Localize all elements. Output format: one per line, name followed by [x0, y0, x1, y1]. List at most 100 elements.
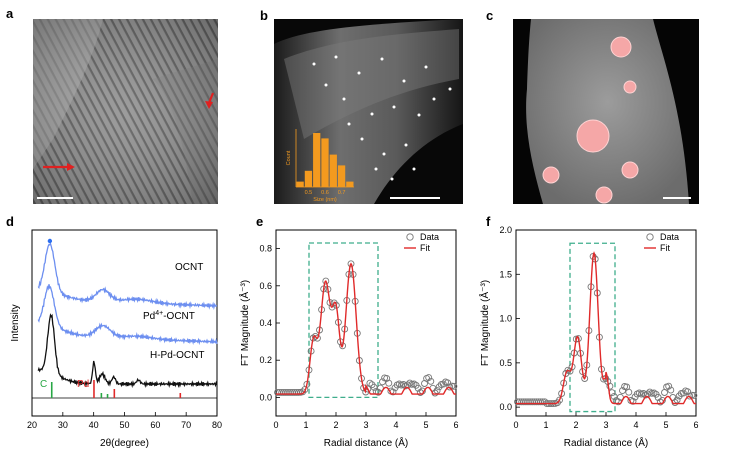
scale-bar-c: [663, 197, 691, 199]
e-legend-data-marker: [406, 233, 414, 241]
data-point: [606, 382, 614, 390]
e-x-ticks: 0 1 2 3 4 5 6: [273, 412, 459, 430]
y-tick-label: 1.5: [499, 269, 512, 279]
data-point: [616, 393, 624, 401]
data-point: [539, 398, 547, 406]
x-tick-label: 0: [513, 420, 518, 430]
panel-label-b: b: [260, 8, 268, 23]
data-point: [444, 379, 452, 387]
series-ocnt: [37, 242, 218, 310]
x-tick-label: 3: [363, 420, 368, 430]
x-tick-label: 4: [633, 420, 638, 430]
arrow-head-2: [205, 101, 213, 109]
x-tick-label: 40: [89, 420, 99, 430]
data-point: [439, 380, 447, 388]
haadf-image-b: 0.5 0.6 0.7 Size (nm) Count: [274, 19, 463, 204]
hist-y-label: Count: [286, 150, 292, 165]
data-point: [295, 388, 302, 396]
e-highlight-box: [308, 242, 379, 399]
y-tick-label: 1.0: [499, 314, 512, 324]
xrd-y-label: Intensity: [10, 304, 21, 341]
haadf-image-c: [513, 19, 699, 204]
x-tick-label: 60: [150, 420, 160, 430]
xrd-frame: [31, 229, 218, 417]
xrd-plot-area: C Pd OCNT Pd4+-OCNT H-Pd-OCNT 20 30 40 50 60…: [10, 229, 222, 449]
data-point: [640, 390, 647, 397]
f-y-ticks: 0.0 0.5 1.0 1.5 2.0: [499, 225, 520, 412]
x-tick-label: 6: [453, 420, 458, 430]
exafs-chart-f: 0.0 0.5 1.0 1.5 2.0 0 1 2 3 4 5 6 Data Fit Radial …: [478, 225, 699, 449]
y-tick-label: 0.8: [259, 244, 272, 254]
f-x-label: Radial distance (Å): [564, 436, 648, 449]
panel-label-a: a: [6, 6, 14, 21]
tem-image-a-svg: [33, 19, 218, 204]
data-point: [364, 385, 372, 393]
data-point: [541, 398, 549, 406]
f-y-label: FT Magnitude (Å⁻³): [478, 280, 491, 366]
data-point: [427, 377, 435, 385]
y-tick-label: 0.4: [259, 318, 272, 328]
e-fit-line: [276, 262, 456, 395]
hist-bar: [321, 138, 329, 187]
x-tick-label: 30: [58, 420, 68, 430]
pd-nanoparticles: [542, 36, 639, 204]
scale-bar-a: [37, 197, 73, 199]
y-tick-label: 0.0: [259, 392, 272, 402]
f-fit-line: [516, 251, 696, 405]
ocnt-peak-marker: [47, 238, 53, 244]
data-point: [322, 277, 330, 285]
x-tick-label: 6: [693, 420, 698, 430]
data-point: [581, 375, 589, 382]
data-point: [425, 374, 433, 382]
data-point: [667, 386, 675, 394]
f-legend-data-marker: [646, 233, 654, 241]
data-point: [379, 378, 386, 386]
data-point: [450, 382, 458, 390]
exafs-chart-e: 0.0 0.2 0.4 0.6 0.8 0 1 2 3 4 5 6 Data Fit Radial …: [238, 229, 459, 449]
tem-image-a: [33, 19, 218, 204]
series-label-h-pd-ocnt: H-Pd-OCNT: [150, 350, 204, 361]
series-label-pd4-ocnt: Pd4+-OCNT: [143, 310, 195, 322]
data-point: [665, 382, 673, 390]
x-tick-label: 2: [573, 420, 578, 430]
data-point: [556, 396, 563, 404]
panel-label-d: d: [6, 214, 14, 229]
x-tick-label: 50: [119, 420, 129, 430]
reference-c-lines: [50, 382, 109, 398]
data-point: [679, 389, 687, 397]
e-y-ticks: 0.0 0.2 0.4 0.6 0.8: [259, 244, 280, 402]
hist-bar: [296, 181, 304, 187]
xrd-x-label: 2θ(degree): [100, 438, 149, 449]
data-point: [299, 388, 307, 396]
atom-dots: [312, 55, 452, 181]
panel-label-c: c: [486, 8, 494, 23]
data-point: [619, 387, 626, 395]
x-tick-label: 2: [333, 420, 338, 430]
x-tick-label: 5: [663, 420, 668, 430]
x-tick-label: 1: [543, 420, 548, 430]
data-point: [690, 391, 698, 399]
y-tick-label: 0.6: [259, 281, 272, 291]
scale-bar-b: [390, 197, 440, 199]
data-point: [366, 379, 374, 387]
panel-label-e: e: [256, 214, 264, 229]
f-data-points: [514, 252, 698, 408]
data-point: [385, 379, 393, 387]
data-point: [400, 381, 407, 388]
arrow-marker-2: [207, 92, 215, 104]
arrow-head: [67, 163, 75, 171]
hist-tick-label: 0.5: [305, 190, 313, 196]
hist-tick-label: 0.6: [321, 190, 329, 196]
x-tick-label: 5: [423, 420, 428, 430]
x-tick-label: 20: [27, 420, 37, 430]
data-point: [330, 299, 338, 307]
haadf-image-c-svg: [526, 19, 689, 204]
e-y-label: FT Magnitude (Å⁻³): [238, 280, 251, 366]
panel-label-f: f: [486, 214, 491, 229]
data-point: [313, 334, 321, 342]
ref-label-c: C: [40, 379, 47, 390]
e-legend-data: Data: [420, 232, 439, 242]
y-tick-label: 0.0: [499, 402, 512, 412]
